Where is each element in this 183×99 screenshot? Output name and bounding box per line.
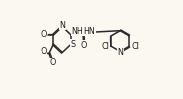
Text: HN: HN — [83, 27, 95, 36]
Text: O: O — [40, 30, 47, 40]
Text: O: O — [40, 47, 47, 56]
Text: N: N — [117, 48, 123, 57]
Text: NH: NH — [71, 27, 83, 36]
Text: Cl: Cl — [101, 42, 109, 51]
Text: Cl: Cl — [131, 42, 139, 51]
Text: S: S — [70, 40, 76, 49]
Text: O: O — [35, 49, 42, 58]
Text: O: O — [81, 41, 87, 50]
Text: O: O — [50, 58, 56, 67]
Text: N: N — [59, 21, 65, 30]
